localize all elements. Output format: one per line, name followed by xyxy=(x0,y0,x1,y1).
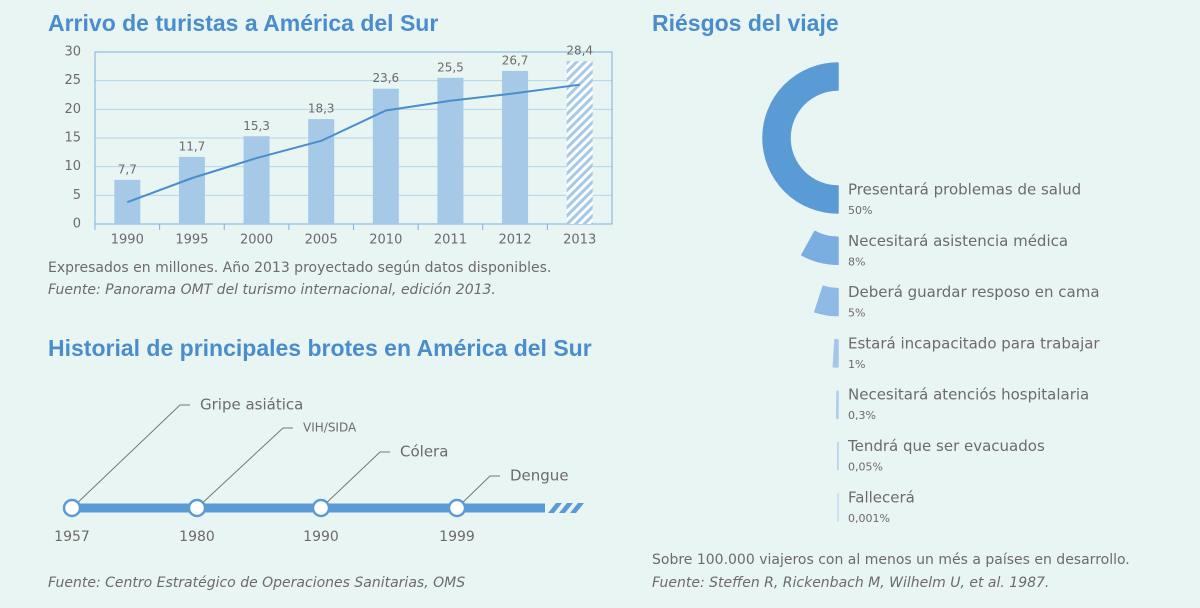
risk-source: Fuente: Steffen R, Rickenbach M, Wilhelm… xyxy=(652,575,1049,591)
risk-label: Tendrá que ser evacuados xyxy=(847,437,1045,455)
event-label: Cólera xyxy=(400,443,448,461)
bar xyxy=(178,156,205,224)
event-year: 1999 xyxy=(439,529,475,545)
event-dot xyxy=(187,498,207,518)
y-tick-label: 0 xyxy=(73,217,81,232)
x-tick-label: 1995 xyxy=(175,233,208,248)
risk-value: 0,05% xyxy=(848,461,883,474)
bar xyxy=(502,70,529,224)
y-tick-label: 15 xyxy=(64,131,81,146)
risk-arc xyxy=(814,285,839,317)
value-label: 11,7 xyxy=(179,139,206,153)
leader-line xyxy=(320,451,390,509)
bar xyxy=(566,61,593,224)
risk-arc xyxy=(762,62,839,214)
x-tick-label: 2013 xyxy=(563,233,596,248)
x-tick-label: 2012 xyxy=(499,233,532,248)
x-tick-label: 2010 xyxy=(369,233,402,248)
risk-label: Necesitará asistencia médica xyxy=(848,232,1068,250)
risk-label: Estará incapacitado para trabajar xyxy=(848,334,1100,352)
bar xyxy=(243,136,270,224)
risk-value: 50% xyxy=(848,204,872,217)
risk-label: Presentará problemas de salud xyxy=(848,181,1081,199)
risk-arc xyxy=(835,390,839,419)
x-tick-label: 1990 xyxy=(111,233,144,248)
risk-value: 5% xyxy=(848,307,865,320)
x-tick-label: 2005 xyxy=(305,233,338,248)
value-label: 28,4 xyxy=(566,44,593,58)
bar xyxy=(308,119,335,224)
value-label: 7,7 xyxy=(118,162,137,176)
trend-line xyxy=(126,83,580,204)
bar-note: Expresados en millones. Año 2013 proyect… xyxy=(48,260,551,276)
risk-value: 1% xyxy=(848,358,865,371)
risk-value: 8% xyxy=(848,255,865,268)
leader-line xyxy=(71,404,190,509)
event-year: 1990 xyxy=(303,529,339,545)
risk-arc xyxy=(832,339,839,368)
leader-line xyxy=(456,475,500,509)
timeline-title: Historial de principales brotes en Améri… xyxy=(48,335,592,361)
leader-line xyxy=(196,427,293,509)
x-tick-label: 2011 xyxy=(434,233,467,248)
bar-chart-title: Arrivo de turistas a América del Sur xyxy=(48,10,438,36)
y-tick-label: 20 xyxy=(64,102,81,117)
event-year: 1957 xyxy=(54,529,90,545)
risk-label: Deberá guardar resposo en cama xyxy=(848,283,1100,301)
value-label: 25,5 xyxy=(437,60,464,74)
timeline-source: Fuente: Centro Estratégico de Operacione… xyxy=(48,575,465,591)
risk-chart-title: Riésgos del viaje xyxy=(652,10,839,36)
bar-source: Fuente: Panorama OMT del turismo interna… xyxy=(48,282,496,298)
timeline-continuation xyxy=(559,503,573,513)
event-dot xyxy=(447,498,467,518)
y-tick-label: 25 xyxy=(64,73,81,88)
risk-value: 0,001% xyxy=(848,512,890,525)
event-label: Dengue xyxy=(510,467,569,485)
risk-note: Sobre 100.000 viajeros con al menos un m… xyxy=(652,552,1130,568)
event-label: VIH/SIDA xyxy=(303,421,357,435)
y-tick-label: 5 xyxy=(73,188,81,203)
value-label: 15,3 xyxy=(243,119,270,133)
risk-label: Necesitará atenciós hospitalaria xyxy=(848,386,1089,404)
risk-arc xyxy=(801,230,839,266)
value-label: 18,3 xyxy=(308,102,335,116)
event-dot xyxy=(62,498,82,518)
x-tick-label: 2000 xyxy=(240,233,273,248)
value-label: 23,6 xyxy=(372,71,399,85)
event-dot xyxy=(311,498,331,518)
risk-value: 0,3% xyxy=(848,409,876,422)
y-tick-label: 30 xyxy=(64,45,81,60)
timeline-continuation xyxy=(548,503,562,513)
event-label: Gripe asiática xyxy=(200,396,303,414)
value-label: 26,7 xyxy=(502,53,529,67)
y-tick-label: 10 xyxy=(64,159,81,174)
timeline-continuation xyxy=(570,503,584,513)
event-year: 1980 xyxy=(179,529,215,545)
risk-label: Fallecerá xyxy=(848,488,915,506)
